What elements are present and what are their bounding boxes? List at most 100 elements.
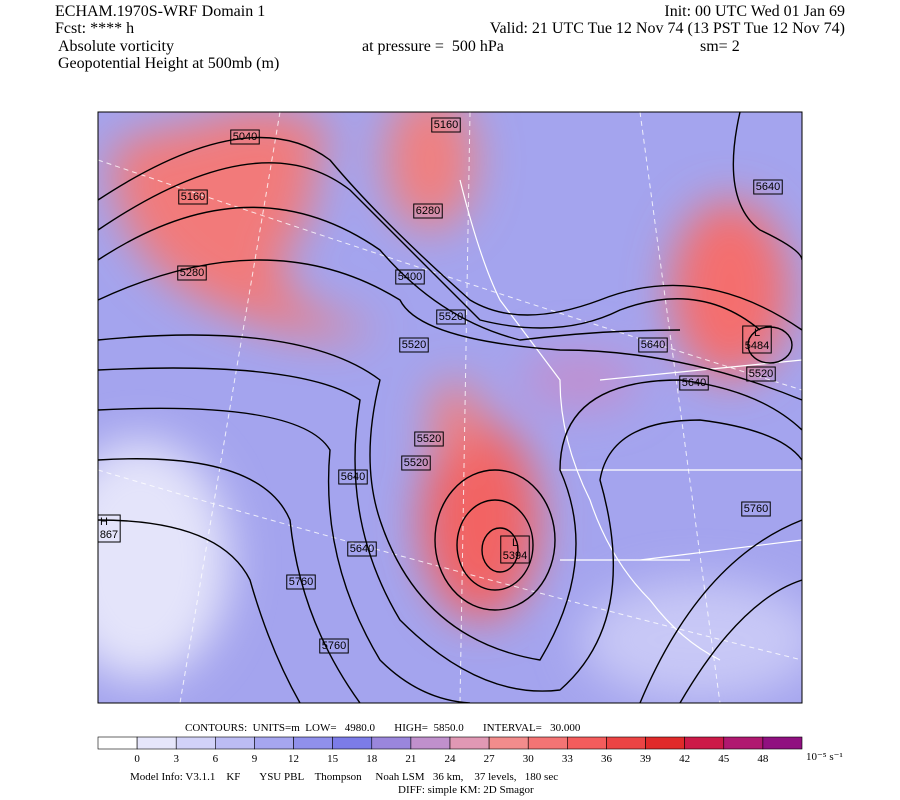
label-box	[746, 366, 776, 382]
contour-label: 5280	[180, 267, 204, 279]
colorbar-swatch	[762, 736, 803, 750]
contour-label: 5760	[322, 640, 346, 652]
colorbar-swatch	[293, 736, 333, 750]
colorbar: 0 3 6 9 12 15 18 21 24 27 30 33 36 39 42 45 48 10⁻⁵ s⁻¹	[97, 736, 843, 765]
contour-label: 6280	[416, 205, 440, 217]
colorbar-swatch	[175, 736, 216, 750]
init-time: Init: 00 UTC Wed 01 Jan 69	[664, 3, 845, 20]
extremum-box	[500, 535, 530, 564]
label-box	[414, 431, 444, 447]
label-box	[286, 574, 316, 590]
contour-label: 5400	[398, 271, 422, 283]
forecast-hour: Fcst: **** h	[55, 20, 134, 37]
contour-label: 5040	[233, 131, 257, 143]
contour-label: 5760	[744, 503, 768, 515]
colorbar-label: 18	[366, 753, 378, 765]
contour-label: 5520	[417, 433, 441, 445]
colorbar-swatch	[332, 736, 373, 750]
colorbar-swatch	[136, 736, 177, 750]
contour-label: 5160	[434, 119, 458, 131]
label-box	[436, 309, 466, 325]
field-name: Absolute vorticity	[58, 38, 174, 55]
colorbar-swatch	[254, 736, 294, 750]
contour-label: 5520	[749, 368, 773, 380]
map-frame	[97, 111, 803, 704]
colorbar-label: 15	[327, 753, 339, 765]
colorbar-label: 21	[405, 753, 416, 765]
label-box	[319, 638, 349, 654]
colorbar-swatch	[527, 736, 568, 750]
label-box	[679, 375, 709, 391]
contour-info: CONTOURS: UNITS=m LOW= 4980.0 HIGH= 5850…	[185, 722, 581, 734]
contour-label: 5760	[289, 576, 313, 588]
contour-label: 5640	[682, 377, 706, 389]
colorbar-swatch	[684, 736, 725, 750]
label-box	[399, 337, 429, 353]
extremum-symbol: L	[754, 327, 760, 339]
colorbar-swatch	[410, 736, 451, 750]
contour-label: 5640	[756, 181, 780, 193]
colorbar-swatch	[606, 736, 646, 750]
colorbar-swatch	[449, 736, 490, 750]
label-box	[753, 179, 783, 195]
vorticity-shading	[98, 112, 802, 700]
contour-field: Geopotential Height at 500mb (m)	[58, 55, 279, 72]
colorbar-unit: 10⁻⁵ s⁻¹	[806, 751, 843, 763]
colorbar-label: 33	[562, 753, 574, 765]
extremum-height: 867	[100, 529, 118, 541]
extremum-height: 5394	[503, 550, 527, 562]
colorbar-label: 42	[679, 753, 690, 765]
colorbar-swatch	[488, 736, 529, 750]
contour-label: 5520	[402, 339, 426, 351]
colorbar-swatch	[371, 736, 412, 750]
label-box	[413, 203, 443, 219]
label-box	[338, 469, 368, 485]
label-box	[230, 129, 260, 145]
colorbar-swatch	[723, 736, 764, 750]
extremum-box	[742, 325, 772, 354]
colorbar-label: 36	[601, 753, 613, 765]
contour-label: 5520	[404, 457, 428, 469]
colorbar-label: 48	[757, 753, 769, 765]
map: 5040 5160 5160 6280 5280 5400 5520 5520 5640 5640…	[98, 112, 802, 703]
colorbar-label: 3	[173, 753, 179, 765]
contour-labels: 5040 5160 5160 6280 5280 5400 5520 5520 5640 5640…	[98, 117, 783, 654]
model-info: Model Info: V3.1.1 KF YSU PBL Thompson N…	[130, 771, 558, 783]
colorbar-swatch	[567, 736, 607, 750]
smoothing: sm= 2	[700, 38, 740, 55]
colorbar-swatch	[215, 736, 255, 750]
diff-info: DIFF: simple KM: 2D Smagor	[398, 784, 534, 796]
title: ECHAM.1970S-WRF Domain 1	[55, 3, 265, 20]
colorbar-swatch	[645, 736, 685, 750]
extremum-symbol: L	[512, 537, 518, 549]
contour-label: 5640	[641, 339, 665, 351]
label-box	[395, 269, 425, 285]
colorbar-swatch	[97, 736, 138, 750]
extremum-symbol: H	[100, 516, 108, 528]
extremum-box	[98, 514, 121, 543]
label-box	[401, 455, 431, 471]
colorbar-label: 6	[213, 753, 219, 765]
extremum-height: 5484	[745, 340, 769, 352]
colorbar-label: 9	[252, 753, 258, 765]
colorbar-label: 45	[718, 753, 730, 765]
label-box	[177, 265, 207, 281]
pressure-level: at pressure = 500 hPa	[362, 38, 504, 55]
colorbar-label: 30	[523, 753, 535, 765]
label-box	[347, 541, 377, 557]
label-box	[178, 189, 208, 205]
colorbar-label: 27	[484, 753, 496, 765]
label-box	[741, 501, 771, 517]
valid-time: Valid: 21 UTC Tue 12 Nov 74 (13 PST Tue …	[490, 20, 845, 37]
graticule	[98, 112, 802, 703]
contour-label: 5640	[350, 543, 374, 555]
contour-label: 5520	[439, 311, 463, 323]
contour-label: 5160	[181, 191, 205, 203]
colorbar-label: 12	[288, 753, 299, 765]
colorbar-label: 39	[640, 753, 652, 765]
contour-label: 5640	[341, 471, 365, 483]
label-box	[431, 117, 461, 133]
colorbar-label: 0	[134, 753, 140, 765]
label-box	[638, 337, 668, 353]
